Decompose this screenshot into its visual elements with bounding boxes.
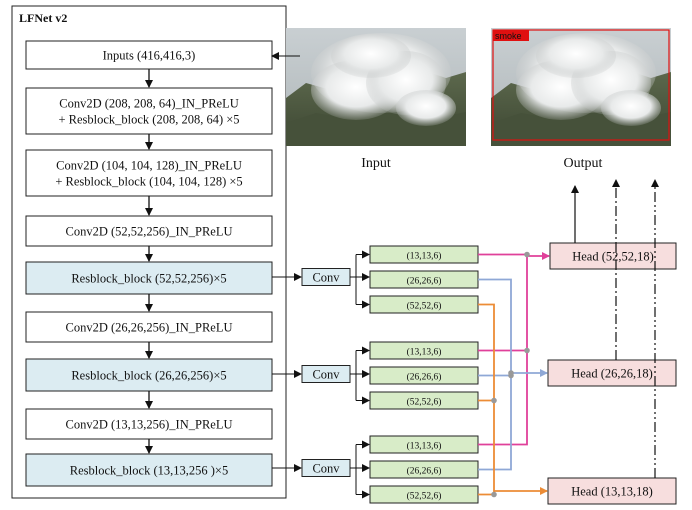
conv-block-2: Conv: [301, 459, 351, 477]
backbone-block-label: Conv2D (26,26,256)_IN_PReLU: [65, 321, 232, 335]
feature-map: (26,26,6): [369, 366, 479, 385]
head-label: Head (26,26,18): [571, 367, 653, 381]
head-block-1: Head (26,26,18): [547, 359, 677, 387]
conv-block-0: Conv: [301, 268, 351, 286]
backbone-blocks: Inputs (416,416,3) Conv2D (208, 208, 64)_…: [25, 40, 273, 487]
backbone-block-6: Resblock_block (26,26,256)×5: [25, 358, 273, 392]
feature-map-label: (52,52,6): [407, 301, 442, 312]
head-block-0: Head (52,52,18): [549, 242, 677, 270]
bracket: [350, 350, 369, 401]
head-label: Head (13,13,18): [571, 485, 653, 499]
feature-map: (13,13,6): [369, 341, 479, 360]
feature-map: (26,26,6): [369, 270, 479, 289]
junction-dot: [491, 397, 497, 404]
bracket: [350, 444, 369, 495]
feature-routing: [478, 251, 550, 498]
backbone-block-label: Inputs (416,416,3): [103, 49, 196, 63]
backbone-block-label: Resblock_block (52,52,256)×5: [71, 272, 226, 286]
conv-label: Conv: [312, 368, 340, 382]
feature-map-label: (13,13,6): [407, 347, 442, 358]
head-box: [547, 477, 677, 505]
junction-dot: [524, 251, 530, 258]
junction-dot: [508, 370, 514, 376]
feature-map-label: (26,26,6): [407, 276, 442, 287]
backbone-block-label: Conv2D (52,52,256)_IN_PReLU: [65, 225, 232, 239]
junction-dot: [491, 491, 497, 498]
route-magenta: [478, 253, 528, 446]
backbone-block-0: Inputs (416,416,3): [25, 40, 273, 70]
conv-block-1: Conv: [301, 365, 351, 383]
backbone-block-box: [25, 311, 273, 343]
backbone-block-3: Conv2D (52,52,256)_IN_PReLU: [25, 215, 273, 247]
backbone-block-7: Conv2D (13,13,256)_IN_PReLU: [25, 408, 273, 440]
backbone-block-1: Conv2D (208, 208, 64)_IN_PReLU + Resblock…: [25, 87, 273, 135]
backbone-block-box: [25, 149, 273, 197]
conv-label: Conv: [312, 462, 340, 476]
backbone-block-box: [25, 261, 273, 295]
feature-map: (52,52,6): [369, 295, 479, 314]
head-label: Head (52,52,18): [572, 250, 654, 264]
detection-label-bg: [493, 30, 529, 41]
feature-map-label: (26,26,6): [407, 372, 442, 383]
backbone-block-label: + Resblock_block (104, 104, 128) ×5: [55, 175, 242, 189]
backbone-block-box: [25, 215, 273, 247]
backbone-block-label: Resblock_block (13,13,256 )×5: [70, 464, 228, 478]
feature-map: (26,26,6): [369, 460, 479, 479]
heads: Head (52,52,18) Head (26,26,18) Head (13,1…: [547, 242, 677, 505]
neck: Conv (13,13,6) (26,26,6) (52,52,6) Conv (13,1…: [272, 245, 479, 504]
backbone-block-5: Conv2D (26,26,256)_IN_PReLU: [25, 311, 273, 343]
output-lines: [571, 179, 659, 478]
feature-map: (52,52,6): [369, 485, 479, 504]
feature-map-label: (52,52,6): [407, 397, 442, 408]
backbone-block-4: Resblock_block (52,52,256)×5: [25, 261, 273, 295]
feature-map-label: (26,26,6): [407, 466, 442, 477]
backbone-block-8: Resblock_block (13,13,256 )×5: [25, 453, 273, 487]
backbone-panel: [11, 5, 287, 499]
conv-label: Conv: [312, 271, 340, 285]
backbone-block-label: + Resblock_block (208, 208, 64) ×5: [58, 113, 239, 127]
output-image: smoke: [491, 28, 671, 146]
backbone-block-label: Conv2D (208, 208, 64)_IN_PReLU: [59, 97, 239, 111]
junction-dot: [524, 347, 530, 354]
feature-map: (13,13,6): [369, 435, 479, 454]
output-image-label: Output: [564, 156, 603, 171]
bracket: [350, 254, 369, 305]
feature-map: (13,13,6): [369, 245, 479, 264]
backbone-block-label: Resblock_block (26,26,256)×5: [71, 369, 226, 383]
backbone-block-box: [25, 408, 273, 440]
feature-map-label: (13,13,6): [407, 251, 442, 262]
backbone-block-2: Conv2D (104, 104, 128)_IN_PReLU + Resbloc…: [25, 149, 273, 197]
feature-map: (52,52,6): [369, 391, 479, 410]
backbone-block-box: [25, 87, 273, 135]
feature-map-label: (13,13,6): [407, 441, 442, 452]
feature-map-label: (52,52,6): [407, 491, 442, 502]
input-image: [286, 28, 466, 146]
head-block-2: Head (13,13,18): [547, 477, 677, 505]
panel-title: LFNet v2: [19, 11, 67, 25]
backbone-block-box: [25, 453, 273, 487]
backbone-block-label: Conv2D (104, 104, 128)_IN_PReLU: [56, 159, 242, 173]
detection-box: [492, 29, 670, 141]
backbone-block-label: Conv2D (13,13,256)_IN_PReLU: [65, 418, 232, 432]
input-image-label: Input: [361, 156, 391, 171]
detection-label: smoke: [495, 31, 522, 41]
